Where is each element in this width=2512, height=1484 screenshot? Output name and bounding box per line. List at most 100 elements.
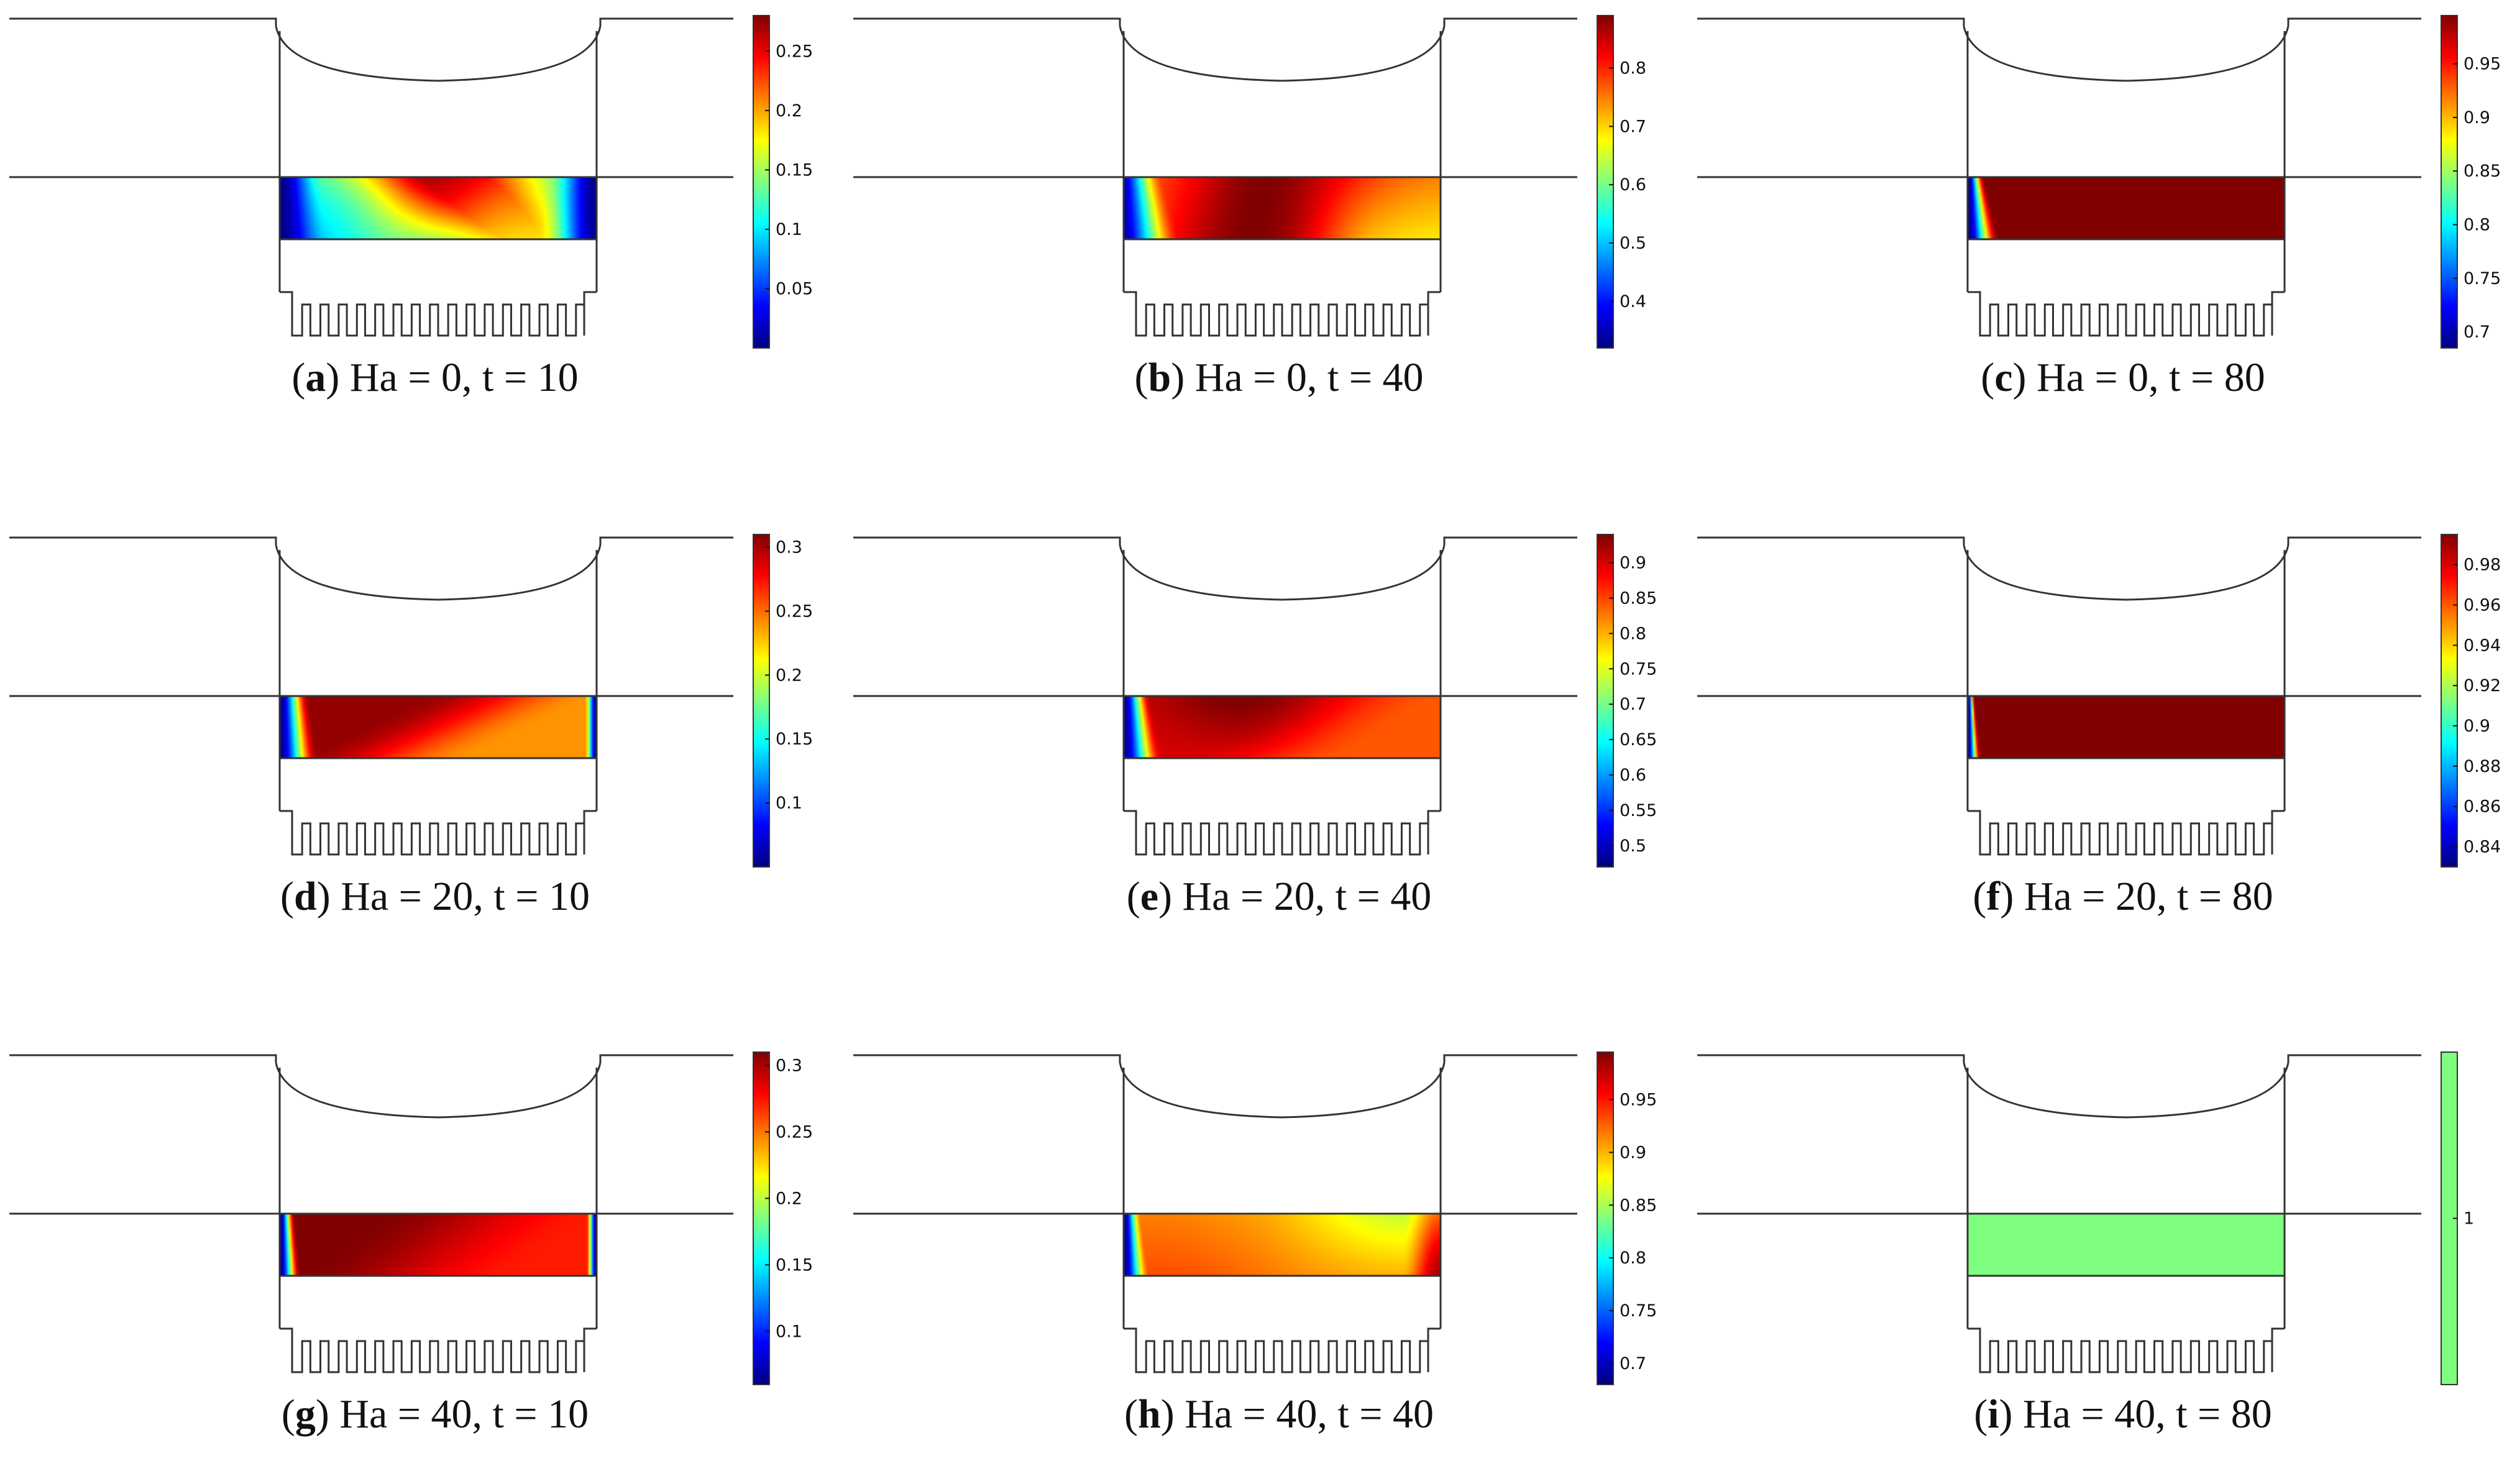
colorbar-tick-label: 0.95 [1620,1090,1657,1109]
colorbar-tick-label: 0.15 [776,1255,813,1275]
caption-text: Ha = 0, t = 10 [339,355,579,400]
colorbar-tick-label: 0.5 [1620,836,1646,856]
panel-plot: 0.05 0.1 0.15 0.2 0.25 [9,15,813,349]
side-walls [1966,31,2286,292]
colorbar-tick-label: 0.05 [776,279,813,298]
caption-paren: ( [1124,1391,1139,1437]
colorbar-tick-label: 0.3 [776,538,802,557]
side-walls [1966,550,2286,811]
colorbar-tick-label: 0.25 [776,42,813,61]
heat-sink-fins [1124,1327,1441,1373]
caption-letter: g [295,1391,316,1437]
colorbar-tick-label: 0.4 [1620,292,1646,311]
cavity-geometry [853,1054,1577,1373]
side-walls [1122,31,1442,292]
temperature-field [1124,1214,1441,1276]
heat-sink-fins [280,810,597,856]
colorbar-tick-label: 0.2 [776,666,802,685]
field-image [280,696,597,758]
colorbar-tick-label: 0.15 [776,160,813,180]
colorbar-fill [1597,15,1614,349]
panel-plot: 0.7 0.75 0.8 0.85 0.9 0.95 [853,1051,1657,1385]
panel-b: 0.4 0.5 0.6 0.7 0.8 (b) Ha = 0, t = 40 [844,0,1677,447]
cavity-geometry [9,1054,733,1373]
caption-paren: ( [1126,874,1140,919]
temperature-field [1124,696,1441,758]
colorbar-tick-label: 0.7 [1620,117,1646,136]
temperature-field [280,1214,597,1276]
caption-text: Ha = 40, t = 10 [329,1391,589,1437]
side-walls [278,550,598,811]
panel-plot: 0.1 0.15 0.2 0.25 0.3 [9,1051,813,1385]
top-wall [9,1054,733,1063]
caption-paren: ) [2000,874,2014,919]
caption-letter: b [1148,355,1171,400]
colorbar-tick-label: 0.55 [1620,801,1657,820]
cavity-geometry [853,536,1577,856]
colorbar-tick-label: 1 [2464,1209,2474,1229]
colorbar-tick-label: 0.6 [1620,175,1646,195]
colorbar-tick-label: 0.25 [776,1122,813,1142]
colorbar-tick-label: 0.8 [1620,624,1646,643]
colorbar-tick-label: 0.95 [2464,55,2501,74]
colorbar-tick-label: 0.75 [2464,269,2501,288]
colorbar-tick-label: 0.1 [776,220,802,239]
colorbar-fill [753,1051,770,1385]
caption-paren: ) [2012,355,2027,400]
panel-caption: (a) Ha = 0, t = 10 [124,354,746,401]
panel-f: 0.84 0.86 0.88 0.9 0.92 0.94 0.96 0.98 (f) Ha = … [1688,519,2512,966]
colorbar: 0.7 0.75 0.8 0.85 0.9 0.95 [1597,1051,1657,1385]
colorbar-tick-label: 0.8 [2464,216,2490,235]
heat-sink-fins [1124,810,1441,856]
caption-paren: ( [291,355,306,400]
caption-text: Ha = 0, t = 40 [1185,355,1424,400]
caption-paren: ( [1981,355,1995,400]
colorbar-tick-label: 0.1 [776,794,802,813]
caption-paren: ( [1974,1391,1988,1437]
cavity-geometry [1697,1054,2421,1373]
temperature-field [280,177,597,239]
heat-sink-fins [1124,291,1441,337]
caption-paren: ) [1171,355,1185,400]
colorbar-tick-label: 0.86 [2464,797,2501,817]
colorbar-fill [753,15,770,349]
caption-paren: ) [326,355,340,400]
curved-lid [1119,1062,1446,1119]
colorbar-tick-label: 0.85 [1620,589,1657,608]
colorbar-fill [1597,534,1614,868]
panel-h: 0.7 0.75 0.8 0.85 0.9 0.95 (h) Ha = 40, t = 40 [844,1037,1677,1484]
caption-text: Ha = 40, t = 80 [2012,1391,2272,1437]
caption-letter: a [305,355,326,400]
colorbar-fill [1597,1051,1614,1385]
caption-text: Ha = 20, t = 80 [2014,874,2273,919]
panel-caption: (i) Ha = 40, t = 80 [1812,1391,2434,1438]
panel-plot: 0.84 0.86 0.88 0.9 0.92 0.94 0.96 0.98 [1697,534,2501,868]
field-image [1968,177,2285,239]
panel-e: 0.5 0.55 0.6 0.65 0.7 0.75 0.8 0.85 0.9 (e) Ha = … [844,519,1677,966]
colorbar-tick-label: 0.85 [2464,162,2501,181]
panel-plot: 1 [1697,1051,2474,1385]
field-image [280,1214,597,1276]
temperature-field [280,696,597,758]
caption-letter: f [1986,874,2001,919]
caption-letter: h [1138,1391,1161,1437]
colorbar: 0.05 0.1 0.15 0.2 0.25 [753,15,813,349]
colorbar-tick-label: 0.15 [776,730,813,749]
colorbar-tick-label: 0.9 [1620,1143,1646,1162]
temperature-field [1968,1214,2285,1276]
panel-d: 0.1 0.15 0.2 0.25 0.3 (d) Ha = 20, t = 10 [0,519,833,966]
colorbar-tick-label: 0.94 [2464,636,2501,655]
field-image [1124,177,1441,239]
colorbar: 0.7 0.75 0.8 0.85 0.9 0.95 [2441,15,2501,349]
colorbar-tick-label: 0.1 [776,1322,802,1341]
colorbar-tick-label: 0.85 [1620,1196,1657,1215]
side-walls [278,31,598,292]
colorbar-tick-label: 0.65 [1620,730,1657,749]
top-wall [9,17,733,26]
curved-lid [1963,544,2290,601]
colorbar-fill [753,534,770,868]
cavity-geometry [9,536,733,856]
panel-caption: (h) Ha = 40, t = 40 [968,1391,1590,1438]
top-wall [853,17,1577,26]
